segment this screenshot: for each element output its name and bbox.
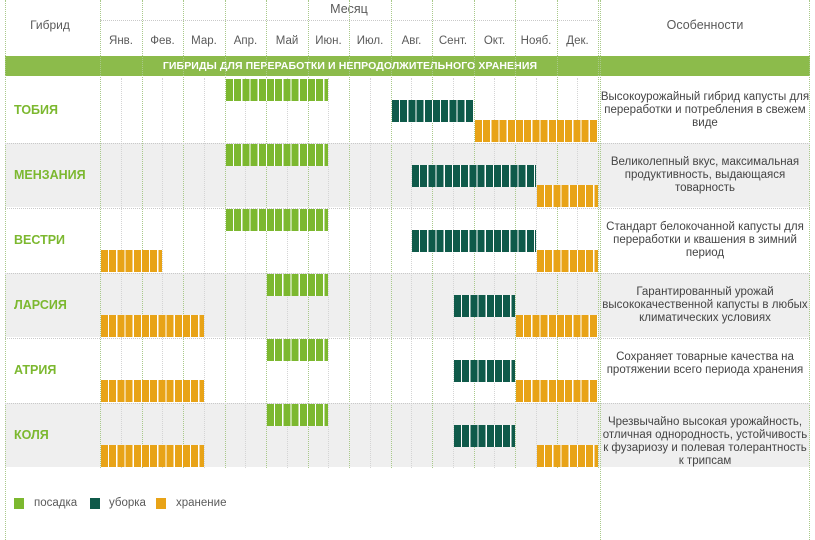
storage-bar xyxy=(516,315,598,337)
row-divider xyxy=(5,208,810,209)
storage-bar xyxy=(101,445,204,467)
hybrid-name: ТОБИЯ xyxy=(14,103,59,117)
harvest-bar xyxy=(412,165,536,187)
month-label: Июн. xyxy=(315,35,342,47)
storage-bar xyxy=(101,380,204,402)
month-gridline xyxy=(556,0,558,468)
hybrid-name: АТРИЯ xyxy=(14,363,57,377)
month-gridline xyxy=(266,0,267,468)
month-label: Апр. xyxy=(233,35,258,47)
storage-bar xyxy=(536,185,598,207)
edge-gridline xyxy=(5,0,6,540)
hybrid-name: МЕНЗАНИЯ xyxy=(14,168,86,182)
harvest-bar xyxy=(453,295,515,317)
month-gridline xyxy=(598,0,599,468)
row-divider xyxy=(5,338,810,339)
month-label: Сент. xyxy=(438,35,468,47)
storage-bar xyxy=(536,250,598,272)
storage-bar xyxy=(516,380,598,402)
month-label: Нояб. xyxy=(520,35,552,47)
edge-gridline xyxy=(809,0,810,540)
header-divider xyxy=(100,20,600,21)
planting-bar xyxy=(267,274,329,296)
row-divider xyxy=(5,403,810,404)
month-label: Авг. xyxy=(401,35,422,47)
storage-bar xyxy=(101,315,204,337)
planting-bar xyxy=(267,404,329,426)
hybrid-feature: Великолепный вкус, максимальная продукти… xyxy=(610,156,800,194)
section-bar xyxy=(5,56,810,76)
edge-gridline xyxy=(600,0,601,540)
hybrid-feature: Стандарт белокочанной капусты для перера… xyxy=(606,221,804,259)
planting-bar xyxy=(225,79,329,101)
section-title: ГИБРИДЫ ДЛЯ ПЕРЕРАБОТКИ И НЕПРОДОЛЖИТЕЛЬ… xyxy=(162,60,538,72)
hybrid-feature: Сохраняет товарные качества на протяжени… xyxy=(606,351,804,376)
legend-label-harvest: уборка xyxy=(109,497,146,509)
hybrid-feature: Высокоурожайный гибрид капусты для перер… xyxy=(600,91,810,129)
storage-bar xyxy=(536,445,598,467)
row-divider xyxy=(5,273,810,274)
row-shade xyxy=(5,143,810,207)
month-label: Дек. xyxy=(566,35,589,47)
legend-swatch-harvest xyxy=(90,498,100,509)
harvest-bar xyxy=(412,230,536,252)
row-divider xyxy=(5,143,810,144)
storage-bar xyxy=(474,120,598,142)
planting-bar xyxy=(225,209,329,231)
month-label: Окт. xyxy=(483,35,506,47)
hybrid-column-header: Гибрид xyxy=(30,18,70,32)
features-column-header: Особенности xyxy=(666,18,744,32)
month-gridline xyxy=(307,0,309,468)
month-label: Мар. xyxy=(191,35,217,47)
month-gridline xyxy=(224,0,226,468)
harvest-bar xyxy=(391,100,474,122)
planting-bar xyxy=(267,339,329,361)
month-gridline xyxy=(100,0,101,468)
month-gridline xyxy=(349,0,350,468)
month-gridline xyxy=(390,0,392,468)
month-label: Июл. xyxy=(356,35,384,47)
legend-label-storage: хранение xyxy=(176,497,227,509)
hybrid-name: КОЛЯ xyxy=(14,428,49,442)
hybrid-feature: Чрезвычайно высокая урожайность, отлична… xyxy=(602,416,808,467)
month-label: Янв. xyxy=(109,35,133,47)
hybrid-name: ВЕСТРИ xyxy=(14,233,66,247)
harvest-bar xyxy=(453,425,515,447)
legend-swatch-storage xyxy=(156,498,166,509)
harvest-bar xyxy=(453,360,515,382)
hybrid-feature: Гарантированный урожай высококачественно… xyxy=(602,286,808,324)
legend-label-planting: посадка xyxy=(34,497,78,509)
month-gridline xyxy=(141,0,143,468)
month-label: Фев. xyxy=(150,35,175,47)
storage-bar xyxy=(101,250,163,272)
month-gridline xyxy=(183,0,184,468)
planting-bar xyxy=(225,144,329,166)
legend-swatch-planting xyxy=(14,498,24,509)
month-label: Май xyxy=(275,35,299,47)
hybrid-name: ЛАРСИЯ xyxy=(14,298,67,312)
